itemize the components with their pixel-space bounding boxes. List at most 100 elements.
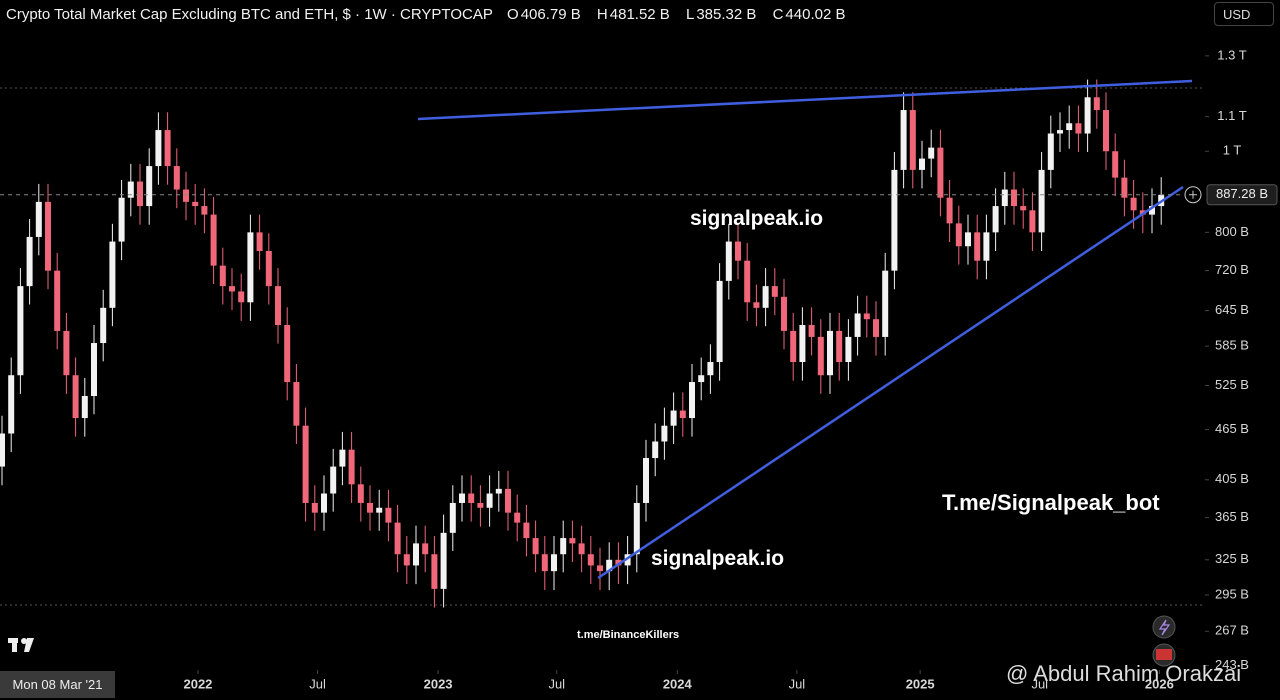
candle-body [1121, 177, 1128, 198]
candle-body [1084, 97, 1091, 134]
candle-body [1057, 130, 1063, 134]
candle-body [357, 484, 364, 503]
candle-body [1066, 123, 1073, 131]
candle-body [1112, 151, 1119, 178]
candle-body [0, 433, 5, 467]
candle-body [735, 241, 741, 261]
candle-body [817, 336, 824, 376]
stat-key: C [772, 6, 784, 23]
candle-body [928, 147, 935, 159]
stat-key: O [507, 6, 519, 23]
candle-body [1149, 206, 1155, 215]
candle-body [183, 189, 189, 202]
candle-body [1001, 189, 1008, 207]
flash-icon-bolt [1158, 619, 1171, 636]
x-tick-label: Jul [309, 676, 326, 691]
candle-body [919, 158, 925, 170]
last-price-box [1206, 184, 1278, 206]
candle-body [127, 181, 134, 198]
candle-body [468, 493, 475, 503]
candle-body [330, 466, 337, 494]
candle-body [873, 319, 879, 337]
candle-body [992, 206, 999, 233]
candle-body [937, 147, 944, 198]
y-tick-label: 295 B [1215, 586, 1249, 601]
y-tick-label: 1 T [1223, 143, 1242, 158]
y-tick-label: 405 B [1215, 471, 1249, 486]
x-tick-label: Jul [789, 676, 806, 691]
candle-body [459, 493, 465, 503]
candle-body [633, 502, 640, 555]
candle-body [26, 236, 33, 287]
candle-body [284, 325, 291, 383]
y-tick-label: 325 B [1215, 551, 1249, 566]
x-tick-label: Jul [1031, 676, 1048, 691]
candle-body [302, 425, 309, 503]
candle-body [863, 313, 870, 320]
candle-body [744, 260, 751, 303]
candle-body [1075, 123, 1082, 134]
watermark: t.me/BinanceKillers [577, 629, 680, 641]
candle-body [845, 336, 852, 363]
watermark: T.me/Signalpeak_bot [942, 490, 1160, 515]
candle-body [974, 232, 981, 261]
candle-body [900, 110, 907, 170]
candle-body [652, 441, 659, 459]
candle-body [311, 502, 318, 513]
candle-body [836, 330, 843, 363]
candle-body [597, 565, 603, 572]
candle-body [1047, 133, 1054, 170]
candle-body [63, 330, 70, 376]
candle-body [100, 307, 107, 344]
x-tick-label: 2023 [424, 676, 453, 691]
stat: C 440.02 B [773, 6, 848, 23]
candle-body [91, 343, 97, 397]
candle-body [606, 559, 613, 572]
candle-body [385, 507, 392, 523]
y-tick-label: 525 B [1215, 377, 1249, 392]
candle-body [449, 502, 456, 533]
y-tick-label: 243 B [1215, 657, 1249, 672]
candle-body [403, 554, 410, 566]
candle-body [514, 512, 521, 523]
candle-body [771, 286, 778, 297]
flash-icon[interactable] [1152, 615, 1176, 639]
stat-value: 440.02 B [785, 6, 846, 23]
candle-body [293, 382, 300, 426]
candle-body [615, 559, 622, 566]
currency-select[interactable]: USD [1214, 2, 1274, 26]
axes: 1.3 T 1.1 T 1 T 800 B 720 B 645 B 585 B 525 B 46… [0, 47, 1278, 691]
candle-body [716, 280, 723, 363]
candle-body [164, 130, 171, 167]
candle-body [173, 166, 180, 190]
y-tick-label: 1.1 T [1217, 108, 1246, 123]
candle-body [808, 325, 815, 337]
candle-body [376, 507, 383, 513]
candle-body [367, 502, 373, 513]
candle-body [1103, 110, 1109, 152]
y-tick-label: 365 B [1215, 509, 1249, 524]
trendline [597, 185, 1184, 580]
candle-body [854, 313, 861, 337]
candle-body [17, 286, 24, 376]
candle-body [679, 410, 686, 419]
candle-body [201, 206, 208, 215]
candle-body [946, 197, 953, 224]
y-tick-label: 720 B [1215, 262, 1249, 277]
y-tick-label: 645 B [1215, 302, 1249, 317]
candle-body [725, 241, 732, 281]
x-tick-label: 2022 [183, 676, 212, 691]
candle-body [983, 232, 990, 261]
candle-body [882, 270, 889, 337]
candle-body [560, 538, 567, 555]
x-tick-label: Jul [548, 676, 565, 691]
candle-body [551, 554, 557, 572]
stat: H 481.52 B [597, 6, 672, 23]
tv-logo [8, 638, 34, 652]
candle-body [909, 110, 916, 170]
flag-icon-body [1156, 649, 1172, 660]
add-alert-button[interactable] [1184, 186, 1202, 204]
candle-body [118, 197, 125, 242]
